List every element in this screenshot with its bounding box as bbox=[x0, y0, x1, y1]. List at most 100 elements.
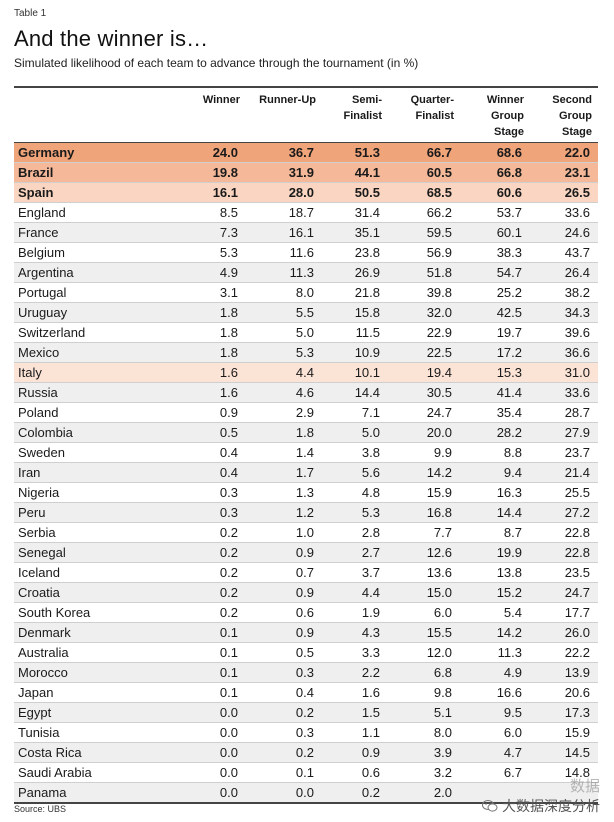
value-cell: 50.5 bbox=[322, 182, 388, 203]
value-cell: 4.8 bbox=[322, 482, 388, 503]
watermark-text: 大数据深度分析 bbox=[502, 798, 600, 814]
value-cell: 4.4 bbox=[322, 582, 388, 603]
table-row: Senegal 0.2 0.9 2.7 12.6 19.9 22.8 bbox=[14, 542, 598, 563]
value-cell: 3.9 bbox=[388, 742, 460, 763]
value-cell: 1.6 bbox=[322, 682, 388, 703]
value-cell: 12.0 bbox=[388, 642, 460, 663]
table-row: Peru 0.3 1.2 5.3 16.8 14.4 27.2 bbox=[14, 502, 598, 523]
value-cell: 31.9 bbox=[246, 162, 322, 183]
team-name: Denmark bbox=[14, 622, 184, 643]
value-cell: 17.2 bbox=[460, 342, 530, 363]
value-cell: 0.9 bbox=[246, 582, 322, 603]
table-row: Portugal 3.1 8.0 21.8 39.8 25.2 38.2 bbox=[14, 282, 598, 303]
table-row: Tunisia 0.0 0.3 1.1 8.0 6.0 15.9 bbox=[14, 722, 598, 743]
table-row: South Korea 0.2 0.6 1.9 6.0 5.4 17.7 bbox=[14, 602, 598, 623]
team-name: Italy bbox=[14, 362, 184, 383]
value-cell: 3.1 bbox=[184, 282, 246, 303]
table-row: Croatia 0.2 0.9 4.4 15.0 15.2 24.7 bbox=[14, 582, 598, 603]
table-row: Poland 0.9 2.9 7.1 24.7 35.4 28.7 bbox=[14, 402, 598, 423]
value-cell: 10.1 bbox=[322, 362, 388, 383]
value-cell: 11.6 bbox=[246, 242, 322, 263]
probability-table-container: Winner Runner-Up Semi- Finalist Quarter- Fi… bbox=[14, 86, 598, 804]
value-cell: 35.4 bbox=[460, 402, 530, 423]
team-name: Belgium bbox=[14, 242, 184, 263]
page-subtitle: Simulated likelihood of each team to adv… bbox=[14, 56, 419, 70]
value-cell: 0.4 bbox=[246, 682, 322, 703]
header-col-4: Quarter- Finalist bbox=[410, 94, 454, 122]
table-row: Iran 0.4 1.7 5.6 14.2 9.4 21.4 bbox=[14, 462, 598, 483]
table-row: Colombia 0.5 1.8 5.0 20.0 28.2 27.9 bbox=[14, 422, 598, 443]
value-cell: 14.5 bbox=[530, 742, 598, 763]
value-cell: 7.7 bbox=[388, 522, 460, 543]
team-name: Iran bbox=[14, 462, 184, 483]
value-cell: 9.5 bbox=[460, 702, 530, 723]
table-row: Argentina 4.9 11.3 26.9 51.8 54.7 26.4 bbox=[14, 262, 598, 283]
value-cell: 66.2 bbox=[388, 202, 460, 223]
value-cell bbox=[530, 782, 598, 804]
value-cell: 21.4 bbox=[530, 462, 598, 483]
table-row: Australia 0.1 0.5 3.3 12.0 11.3 22.2 bbox=[14, 642, 598, 663]
value-cell: 26.0 bbox=[530, 622, 598, 643]
value-cell: 3.7 bbox=[322, 562, 388, 583]
table-row: Brazil 19.8 31.9 44.1 60.5 66.8 23.1 bbox=[14, 162, 598, 183]
value-cell: 2.9 bbox=[246, 402, 322, 423]
value-cell: 56.9 bbox=[388, 242, 460, 263]
team-name: Australia bbox=[14, 642, 184, 663]
value-cell: 4.3 bbox=[322, 622, 388, 643]
value-cell: 0.0 bbox=[184, 722, 246, 743]
team-name: Peru bbox=[14, 502, 184, 523]
value-cell: 1.4 bbox=[246, 442, 322, 463]
value-cell: 54.7 bbox=[460, 262, 530, 283]
value-cell: 1.8 bbox=[184, 302, 246, 323]
header-col-5: Winner Group Stage bbox=[486, 94, 524, 138]
value-cell: 15.9 bbox=[530, 722, 598, 743]
value-cell: 22.5 bbox=[388, 342, 460, 363]
header-col-2: Runner-Up bbox=[259, 94, 316, 106]
value-cell: 38.2 bbox=[530, 282, 598, 303]
value-cell: 1.7 bbox=[246, 462, 322, 483]
value-cell: 13.8 bbox=[460, 562, 530, 583]
value-cell: 8.0 bbox=[246, 282, 322, 303]
team-name: France bbox=[14, 222, 184, 243]
value-cell: 28.0 bbox=[246, 182, 322, 203]
value-cell: 0.0 bbox=[184, 702, 246, 723]
probability-table: Winner Runner-Up Semi- Finalist Quarter- Fi… bbox=[14, 86, 598, 804]
team-name: Russia bbox=[14, 382, 184, 403]
value-cell: 0.1 bbox=[246, 762, 322, 783]
value-cell: 33.6 bbox=[530, 382, 598, 403]
value-cell: 22.2 bbox=[530, 642, 598, 663]
table-row: Spain 16.1 28.0 50.5 68.5 60.6 26.5 bbox=[14, 182, 598, 203]
value-cell: 0.5 bbox=[184, 422, 246, 443]
value-cell: 32.0 bbox=[388, 302, 460, 323]
value-cell: 16.1 bbox=[246, 222, 322, 243]
team-name: Portugal bbox=[14, 282, 184, 303]
value-cell: 0.0 bbox=[184, 742, 246, 763]
value-cell: 15.5 bbox=[388, 622, 460, 643]
value-cell: 0.3 bbox=[246, 722, 322, 743]
value-cell: 22.9 bbox=[388, 322, 460, 343]
value-cell: 30.5 bbox=[388, 382, 460, 403]
value-cell: 6.7 bbox=[460, 762, 530, 783]
team-name: Saudi Arabia bbox=[14, 762, 184, 783]
value-cell: 31.4 bbox=[322, 202, 388, 223]
table-row: Mexico 1.8 5.3 10.9 22.5 17.2 36.6 bbox=[14, 342, 598, 363]
value-cell: 0.1 bbox=[184, 662, 246, 683]
team-name: South Korea bbox=[14, 602, 184, 623]
value-cell: 2.2 bbox=[322, 662, 388, 683]
value-cell: 23.5 bbox=[530, 562, 598, 583]
value-cell: 1.8 bbox=[184, 342, 246, 363]
value-cell: 0.2 bbox=[322, 782, 388, 804]
value-cell: 27.2 bbox=[530, 502, 598, 523]
team-name: Croatia bbox=[14, 582, 184, 603]
value-cell: 0.3 bbox=[184, 502, 246, 523]
value-cell: 9.9 bbox=[388, 442, 460, 463]
value-cell: 1.6 bbox=[184, 382, 246, 403]
value-cell: 19.8 bbox=[184, 162, 246, 183]
value-cell: 66.8 bbox=[460, 162, 530, 183]
team-name: Poland bbox=[14, 402, 184, 423]
value-cell: 36.7 bbox=[246, 142, 322, 163]
value-cell: 4.6 bbox=[246, 382, 322, 403]
team-name: Mexico bbox=[14, 342, 184, 363]
value-cell: 20.0 bbox=[388, 422, 460, 443]
value-cell: 1.8 bbox=[246, 422, 322, 443]
